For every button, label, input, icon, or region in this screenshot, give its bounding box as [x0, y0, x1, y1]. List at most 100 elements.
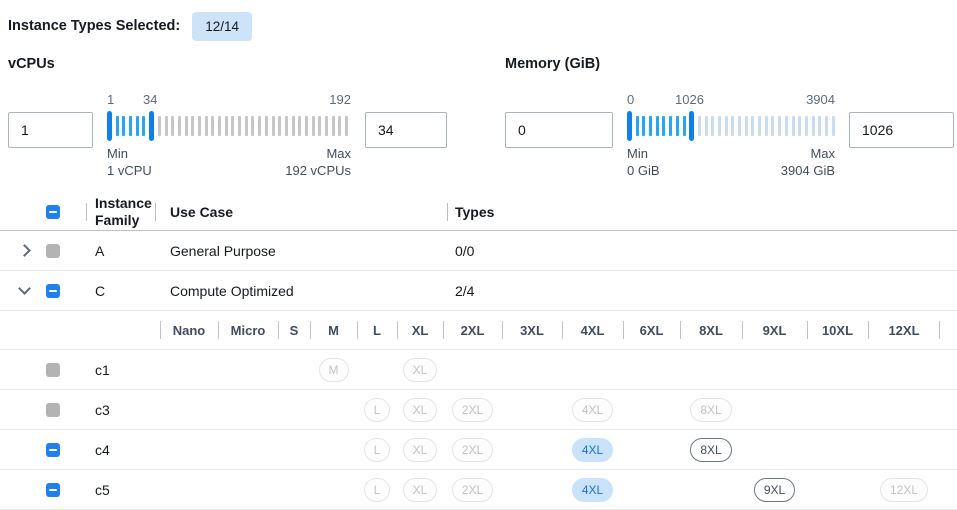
size-chip-disabled: 8XL	[690, 397, 732, 422]
size-chip-disabled: XL	[402, 437, 438, 462]
memory-max-input[interactable]	[849, 112, 954, 148]
slider-tick	[818, 116, 822, 136]
slider-tick	[811, 116, 815, 136]
max-caption: Max	[326, 146, 351, 161]
table-header-row: Instance Family Use Case Types	[0, 194, 957, 231]
vcpus-slider-track[interactable]	[107, 110, 351, 142]
instance-checkbox	[46, 402, 60, 417]
scale-label: 1	[107, 92, 115, 107]
vcpus-range-slider[interactable]: 1 34 192 Min 1 vCPU Max 192 vCPUs	[107, 92, 351, 179]
instance-family-name: c1	[95, 361, 110, 378]
family-use-case: Compute Optimized	[170, 282, 294, 299]
memory-filter: Memory (GiB) 0 1026 3904 Min 0 GiB	[505, 56, 954, 179]
memory-slider-track[interactable]	[627, 110, 835, 142]
size-column-header: 3XL	[502, 311, 562, 349]
size-column-header: S	[278, 311, 310, 349]
select-all-checkbox[interactable]	[46, 205, 60, 219]
expand-row-icon[interactable]	[18, 244, 31, 257]
slider-tick	[764, 116, 768, 136]
vcpus-max-input[interactable]	[365, 112, 447, 148]
vcpus-filter: vCPUs 1 34 192 Min 1 vCPU	[8, 56, 447, 179]
slider-tick	[177, 116, 181, 136]
instance-checkbox[interactable]	[46, 482, 60, 497]
scale-label: 0	[627, 92, 635, 107]
size-column-header: 8XL	[680, 311, 742, 349]
size-column-header: 12XL	[868, 311, 940, 349]
slider-tick	[122, 116, 126, 136]
slider-tick	[731, 116, 735, 136]
instance-checkbox[interactable]	[46, 442, 60, 457]
size-chip-disabled: 2XL	[451, 397, 494, 422]
size-column-header: 2XL	[443, 311, 502, 349]
slider-min-handle[interactable]	[627, 111, 632, 141]
memory-minmax-captions: Min 0 GiB Max 3904 GiB	[627, 145, 835, 179]
slider-tick	[824, 116, 828, 136]
slider-tick	[258, 116, 262, 136]
family-types-count: 0/0	[455, 242, 475, 259]
slider-tick	[804, 116, 808, 136]
slider-tick	[662, 116, 666, 136]
slider-tick	[738, 116, 741, 136]
size-chip-disabled: L	[363, 477, 391, 502]
slider-tick	[338, 116, 342, 136]
size-column-header: L	[357, 311, 397, 349]
family-checkbox[interactable]	[46, 283, 60, 298]
slider-tick	[304, 116, 308, 136]
vcpus-scale-labels: 1 34 192	[107, 92, 351, 110]
slider-tick	[218, 116, 221, 136]
instance-types-selected-label: Instance Types Selected:	[8, 18, 181, 34]
instance-type-row: c3 L XL 2XL 4XL 8XL	[0, 390, 957, 430]
collapse-row-icon[interactable]	[18, 282, 31, 295]
max-value: 3904 GiB	[780, 163, 835, 178]
slider-tick	[771, 116, 775, 136]
size-column-header: XL	[397, 311, 443, 349]
slider-tick	[831, 116, 835, 136]
slider-tick	[278, 116, 282, 136]
slider-tick	[642, 116, 646, 136]
slider-tick	[191, 116, 195, 136]
max-caption: Max	[810, 146, 835, 161]
size-chip-disabled: XL	[402, 477, 438, 502]
family-name: C	[95, 282, 106, 299]
slider-min-handle[interactable]	[107, 111, 112, 141]
family-types-count: 2/4	[455, 282, 475, 299]
column-header-types: Types	[455, 204, 957, 221]
family-checkbox	[46, 243, 60, 258]
slider-tick	[791, 116, 795, 136]
size-chip-selected[interactable]: 4XL	[571, 437, 614, 462]
slider-tick	[197, 116, 201, 136]
slider-tick	[115, 116, 119, 136]
max-value: 192 vCPUs	[285, 163, 351, 178]
slider-max-handle[interactable]	[689, 111, 695, 141]
slider-tick	[171, 116, 175, 136]
slider-tick	[298, 116, 302, 136]
family-row: C Compute Optimized 2/4	[0, 271, 957, 311]
vcpus-min-input[interactable]	[8, 112, 93, 148]
size-chip-selected[interactable]: 4XL	[571, 477, 614, 502]
memory-range-slider[interactable]: 0 1026 3904 Min 0 GiB Max 3904 GiB	[627, 92, 835, 179]
instance-type-row: c4 L XL 2XL 4XL 8XL	[0, 430, 957, 470]
slider-tick	[311, 116, 315, 136]
slider-tick	[711, 116, 715, 136]
size-chip-enabled[interactable]: 8XL	[690, 437, 732, 462]
instance-family-name: c5	[95, 481, 110, 498]
size-column-header: Micro	[218, 311, 278, 349]
size-column-header: M	[310, 311, 357, 349]
slider-max-handle[interactable]	[149, 111, 155, 141]
sizes-header-row: Nano Micro S M L XL 2XL 3XL 4XL 6XL 8XL 9XL 10XL 12XL	[0, 311, 957, 350]
slider-tick	[724, 116, 728, 136]
selected-count-badge: 12/14	[192, 11, 252, 41]
instance-checkbox	[46, 362, 60, 377]
vcpus-filter-title: vCPUs	[8, 56, 55, 72]
slider-tick	[682, 116, 686, 136]
instance-type-row: c5 L XL 2XL 4XL 9XL 12XL	[0, 470, 957, 510]
min-value: 1 vCPU	[107, 163, 152, 178]
family-row: A General Purpose 0/0	[0, 231, 957, 271]
memory-min-input[interactable]	[505, 112, 613, 148]
slider-tick	[157, 116, 161, 136]
size-chip-disabled: XL	[402, 397, 438, 422]
slider-tick	[669, 116, 673, 136]
size-chip-enabled[interactable]: 9XL	[753, 477, 796, 502]
slider-tick	[697, 116, 701, 136]
slider-tick	[238, 116, 242, 136]
